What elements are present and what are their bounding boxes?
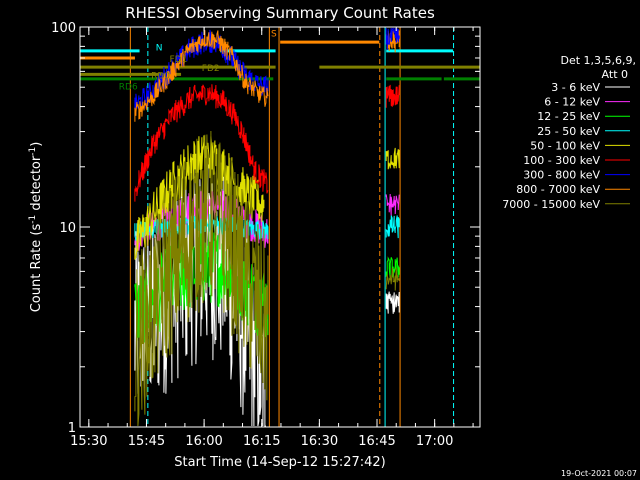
axes: 15:30 15:45 16:00 16:15 16:30 16:45 17:00 1 10 10…: [51, 21, 480, 449]
x-tick-label: 17:00: [416, 434, 453, 449]
legend-entry-label: 7000 - 15000 keV: [502, 198, 600, 211]
legend-entry-label: 100 - 300 keV: [523, 154, 600, 167]
flag-label: S: [271, 29, 277, 39]
series-line: [134, 84, 269, 202]
plot-area: N FD1 FD2 RD0 RD6 S: [79, 27, 480, 427]
flag-label: RD0: [151, 71, 170, 81]
flag-label: FD1: [170, 55, 188, 65]
x-tick-label: 16:30: [301, 434, 338, 449]
flag-label: N: [156, 43, 163, 53]
x-tick-label: 16:00: [185, 434, 222, 449]
x-axis-label: Start Time (14-Sep-12 15:27:42): [174, 455, 385, 470]
y-tick-label: 100: [51, 21, 76, 36]
legend-entry-label: 300 - 800 keV: [523, 169, 600, 182]
series-line: [134, 135, 265, 260]
legend-entry-label: 50 - 100 keV: [530, 139, 600, 152]
legend: Det 1,3,5,6,9,Att 03 - 6 keV 6 - 12 keV12…: [502, 54, 636, 211]
series-line: [134, 30, 269, 122]
series-segment-line: [385, 84, 400, 108]
legend-entry-label: 6 - 12 keV: [544, 96, 600, 109]
x-tick-label: 15:45: [128, 434, 165, 449]
series-segment-line: [385, 291, 400, 314]
y-tick-label: 1: [68, 421, 76, 436]
flag-label: FD2: [202, 64, 220, 74]
series-segment-line: [385, 147, 400, 170]
series-segment-line: [385, 193, 400, 216]
x-tick-label: 16:15: [243, 434, 280, 449]
legend-entry-label: 25 - 50 keV: [537, 125, 600, 138]
y-tick-label: 10: [59, 221, 76, 236]
flag-label: RD6: [119, 82, 138, 92]
series-segment-line: [385, 267, 400, 291]
legend-entry-label: 12 - 25 keV: [537, 110, 600, 123]
generated-timestamp: 19-Oct-2021 00:07: [561, 469, 637, 478]
chart-title: RHESSI Observing Summary Count Rates: [125, 4, 435, 22]
series-segment-line: [385, 215, 400, 239]
legend-entry-label: 3 - 6 keV: [551, 81, 600, 94]
series-segment-line: [385, 27, 400, 51]
x-tick-label: 15:30: [70, 434, 107, 449]
y-axis-label: Count Rate (s-1 detector-1): [28, 142, 44, 313]
legend-entry-label: 800 - 7000 keV: [516, 183, 600, 196]
series-line: [134, 130, 269, 427]
legend-header-attenuator: Att 0: [602, 68, 628, 81]
x-tick-label: 16:45: [358, 434, 395, 449]
legend-header-detectors: Det 1,3,5,6,9,: [560, 54, 636, 67]
